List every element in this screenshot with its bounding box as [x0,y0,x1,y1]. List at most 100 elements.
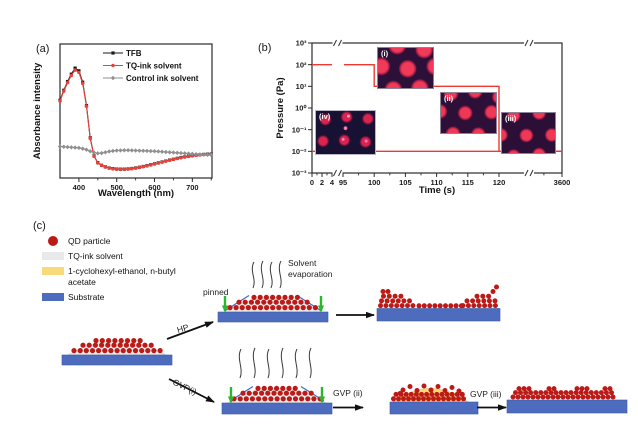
qd-dot [399,303,405,309]
qd-dot [574,386,580,392]
qd-dot [410,303,416,309]
microscopy-inset-ii: (ii) [440,92,497,134]
qd-dot [535,394,541,400]
qd-dot [487,303,493,309]
qd-dot [102,348,108,354]
qd-dot [274,385,280,391]
qd-dot [396,396,401,402]
qd-dot [242,299,248,305]
b-x-tick-label: 3600 [554,178,571,187]
qd-dot [286,385,292,391]
process-arrow [166,321,214,340]
qd-dot [395,298,401,304]
qd-dot [83,348,89,354]
inset-iv-label: (iv) [319,112,331,121]
qd-dot [602,386,608,392]
qd-dot [448,303,454,309]
qd-dot [274,396,280,402]
qd-dot [558,390,564,396]
qd-dot [486,298,492,304]
qd-dot [593,390,599,396]
qd-dot [471,303,477,309]
qd-dot [105,342,111,348]
qd-dot [390,298,396,304]
qd-dot [123,342,129,348]
qd-dot [380,289,386,294]
qd-dot [453,303,459,309]
qd-dot [434,391,440,397]
qd-dot [80,342,86,348]
qd-dot [294,294,300,300]
qd-dot [521,386,527,392]
legend-label: QD particle [68,236,111,246]
qd-dot [449,391,455,397]
qd-dot [470,298,476,304]
qd-dot [475,298,481,304]
qd-dot [520,394,526,400]
qd-dot [120,348,126,354]
qd-dot [71,348,77,354]
qd-dot [405,303,410,309]
qd-dot [516,386,522,392]
process-arrow [168,378,215,403]
qd-dot [432,303,438,309]
qd-dot [239,305,245,311]
qd-dot [385,289,391,294]
qd-dot [428,387,434,393]
b-y-tick-label: 10⁻² [292,147,307,156]
qd-dot [406,396,411,402]
qd-dot [421,396,426,402]
qd-dot [439,391,445,397]
qd-dot [575,394,581,400]
a-x-tick-label: 400 [73,183,86,192]
evaporation-squiggle [252,347,256,379]
qd-dot [117,342,123,348]
qd-dot [461,396,466,402]
qd-dot [411,396,416,402]
qd-dot [283,390,289,396]
microscopy-inset-iv: (iv) [315,110,376,155]
legend-label: 1-cyclohexyl-ethanol, n-butyl acetate [68,266,176,288]
qd-dot [89,348,96,354]
qd-dot [392,293,398,299]
legend-swatch [42,252,64,261]
evaporation-squiggle [266,348,270,379]
qd-dot [227,305,233,311]
evaporation-squiggle [278,260,282,289]
qd-dot [245,305,251,311]
qd-dot [265,390,271,396]
gvp-i-process-label: GVP(i) [171,377,198,397]
substrate [217,311,329,323]
qd-dot [131,338,137,344]
qd-dot [304,299,310,305]
qd-dot [480,293,486,299]
qd-dot [111,342,117,348]
b-y-tick-label: 10³ [296,39,307,48]
qd-dot [261,385,267,391]
qd-dot [311,396,317,402]
qd-dot [243,396,249,402]
qd-dot [118,338,124,344]
qd-dot [379,298,384,304]
qd-dot [292,396,299,402]
qd-dot [492,298,498,304]
panel-c-label: (c) [33,220,46,232]
qd-dot [142,342,148,348]
qd-dot [306,305,312,311]
qd-dot [526,386,532,392]
qd-dot [305,396,311,402]
b-y-tick-label: 10⁻¹ [292,125,307,134]
qd-dot [416,396,421,402]
qd-dot [442,388,448,393]
qd-dot [126,348,132,354]
b-x-tick-label: 95 [339,178,347,187]
b-x-axis-title: Time (s) [419,185,455,196]
qd-dot [268,396,274,402]
qd-dot [481,298,487,304]
qd-dot [595,394,601,400]
qd-dot [106,338,112,344]
b-x-tick-label: 110 [431,178,443,187]
qd-dot [441,396,446,402]
qd-dot [401,396,406,402]
qd-dot [99,338,105,344]
